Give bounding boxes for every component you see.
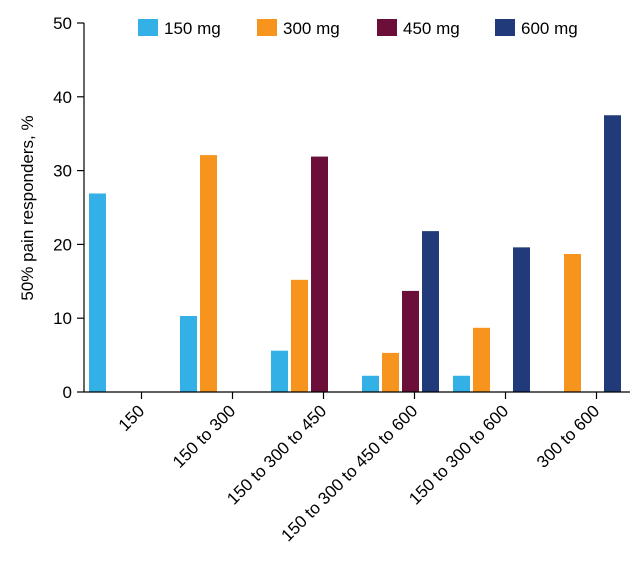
legend-swatch: [495, 19, 515, 36]
y-axis-title: 50% pain responders, %: [18, 115, 37, 300]
legend-label: 300 mg: [283, 19, 340, 38]
bar-450-mg-3: [311, 156, 328, 392]
bar-450-mg-4: [402, 290, 419, 392]
y-tick-label: 0: [63, 383, 72, 402]
y-tick-label: 10: [53, 309, 72, 328]
bar-600-mg-4: [422, 231, 439, 392]
bar-300-mg-6: [564, 253, 581, 392]
y-tick-label: 40: [53, 88, 72, 107]
bar-600-mg-6: [604, 115, 621, 392]
legend-item: 600 mg: [495, 19, 578, 38]
y-tick-label: 20: [53, 235, 72, 254]
x-tick-label: 300 to 600: [533, 401, 603, 471]
bar-150-mg-1: [89, 193, 106, 392]
x-tick-label: 150 to 300 to 450: [223, 401, 330, 508]
legend-label: 150 mg: [164, 19, 221, 38]
legend-label: 450 mg: [403, 19, 460, 38]
bar-300-mg-4: [382, 352, 399, 392]
bar-150-mg-2: [180, 315, 197, 392]
legend-label: 600 mg: [521, 19, 578, 38]
bar-300-mg-3: [291, 279, 308, 392]
bar-300-mg-5: [473, 327, 490, 392]
bars: [89, 115, 621, 392]
legend-item: 300 mg: [257, 19, 340, 38]
x-tick-label: 150 to 300 to 600: [405, 401, 512, 508]
y-tick-label: 50: [53, 14, 72, 33]
legend-swatch: [377, 19, 397, 36]
x-tick-label: 150 to 300: [169, 401, 239, 471]
bar-150-mg-5: [453, 375, 470, 392]
y-axis: 0 10 20 30 40 50: [53, 14, 85, 402]
x-tick-label: 150: [115, 401, 148, 434]
legend-item: 150 mg: [138, 19, 221, 38]
bar-300-mg-2: [200, 155, 217, 392]
bar-600-mg-5: [513, 247, 530, 392]
bar-150-mg-4: [362, 375, 379, 392]
legend-swatch: [138, 19, 158, 36]
legend-item: 450 mg: [377, 19, 460, 38]
bar-150-mg-3: [271, 350, 288, 392]
legend: 150 mg 300 mg 450 mg 600 mg: [138, 19, 578, 38]
legend-swatch: [257, 19, 277, 36]
y-tick-label: 30: [53, 162, 72, 181]
